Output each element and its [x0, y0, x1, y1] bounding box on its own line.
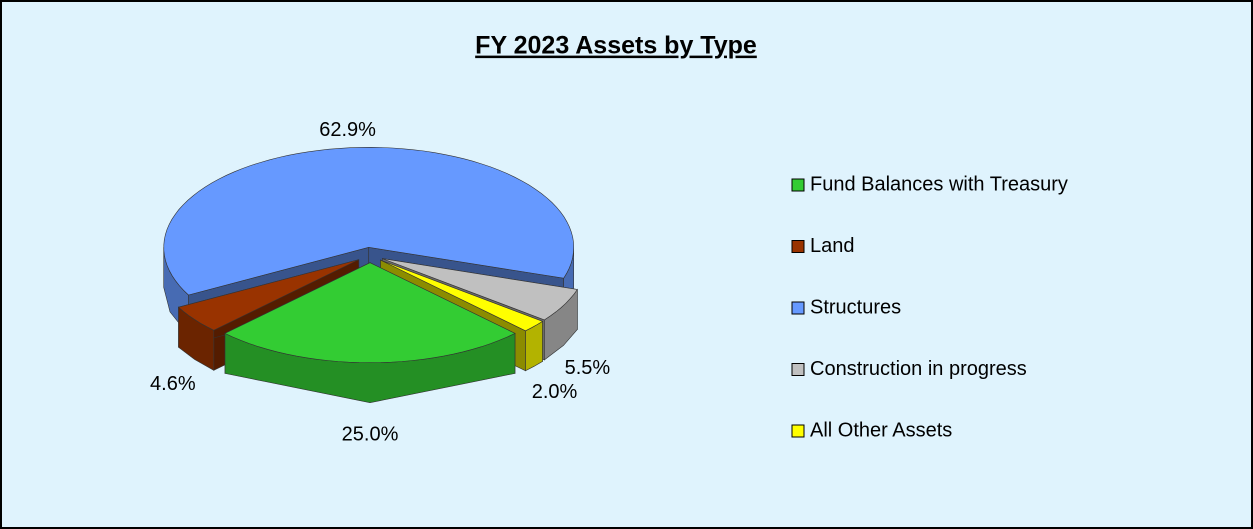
slice-top	[224, 262, 516, 364]
data-label: 4.6%	[150, 373, 196, 395]
legend-swatch	[791, 240, 805, 253]
legend-label: Land	[810, 235, 855, 257]
data-label: 62.9%	[319, 119, 376, 141]
legend-label: Fund Balances with Treasury	[810, 173, 1068, 195]
chart-title: FY 2023 Assets by Type	[475, 32, 757, 60]
legend-swatch	[791, 424, 805, 438]
legend-swatch	[791, 301, 805, 315]
slice-top	[382, 258, 578, 321]
legend-label: Construction in progress	[810, 358, 1027, 380]
legend-swatch	[791, 363, 805, 376]
data-label: 2.0%	[532, 381, 578, 403]
slice-top	[380, 259, 544, 332]
pie-slice	[224, 262, 516, 404]
legend-label: All Other Assets	[810, 419, 952, 441]
slice-top	[163, 146, 575, 296]
legend-swatch	[791, 178, 805, 192]
data-label: 25.0%	[342, 423, 399, 445]
slice-top	[177, 259, 359, 331]
data-label: 5.5%	[565, 357, 611, 379]
legend-label: Structures	[810, 296, 901, 318]
